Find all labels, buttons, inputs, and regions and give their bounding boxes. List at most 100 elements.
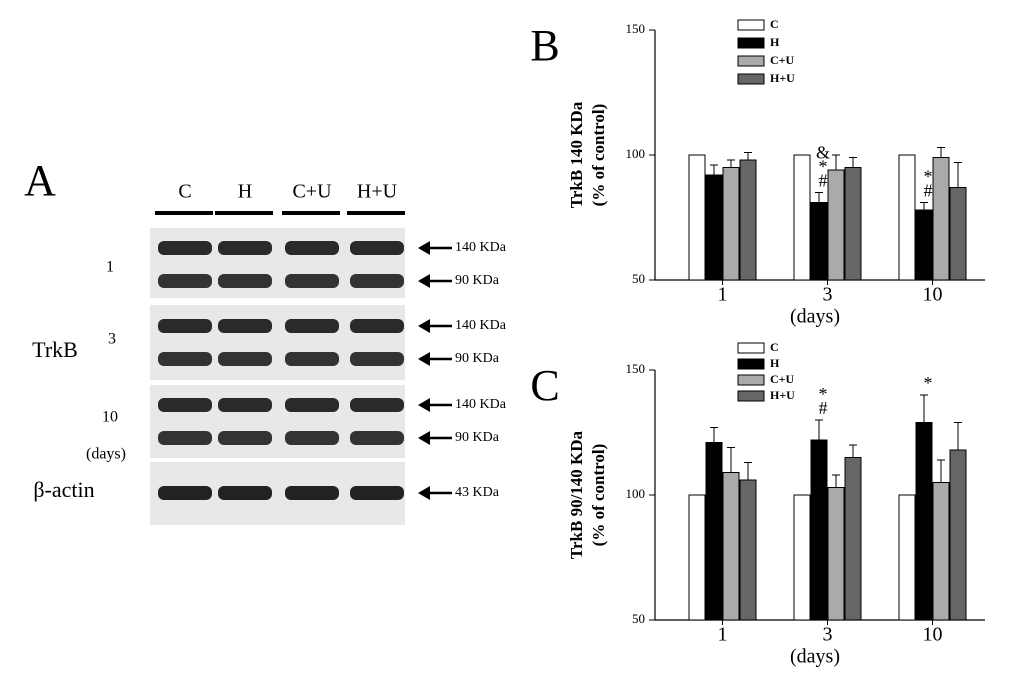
x-axis-label: (days) bbox=[790, 646, 840, 668]
blot-band bbox=[285, 274, 339, 288]
arrow-head bbox=[418, 431, 430, 445]
legend-swatch bbox=[737, 73, 765, 85]
arrow-head bbox=[418, 352, 430, 366]
blot-band bbox=[285, 431, 339, 445]
blot-band bbox=[218, 352, 272, 366]
lane-label: C+U bbox=[292, 181, 332, 203]
blot-strip bbox=[150, 305, 405, 380]
legend-label: C+U bbox=[770, 372, 795, 386]
blot-band bbox=[285, 398, 339, 412]
y-tick-label: 150 bbox=[626, 361, 646, 376]
marker-label: 43 KDa bbox=[455, 485, 500, 500]
arrow-head bbox=[418, 319, 430, 333]
blot-band bbox=[158, 398, 212, 412]
blot-band bbox=[285, 352, 339, 366]
marker-label: 90 KDa bbox=[455, 351, 500, 366]
legend-label: H+U bbox=[770, 71, 795, 85]
legend-label: H+U bbox=[770, 388, 795, 402]
bar bbox=[810, 439, 828, 621]
blot-band bbox=[285, 241, 339, 255]
blot-band bbox=[350, 241, 404, 255]
annotation: # bbox=[819, 398, 828, 418]
blot-band bbox=[158, 486, 212, 500]
blot-band bbox=[218, 274, 272, 288]
blot-band bbox=[218, 319, 272, 333]
blot-band bbox=[218, 431, 272, 445]
control-label: β-actin bbox=[33, 477, 94, 502]
bar bbox=[932, 482, 950, 621]
y-axis-label: (% of control) bbox=[589, 444, 608, 547]
bar bbox=[705, 442, 723, 621]
annotation: # bbox=[924, 181, 933, 201]
x-tick-label: 1 bbox=[718, 284, 728, 306]
annotation: & bbox=[816, 143, 830, 163]
marker-label: 90 KDa bbox=[455, 430, 500, 445]
blot-band bbox=[158, 431, 212, 445]
blot-strip bbox=[150, 385, 405, 458]
legend-swatch bbox=[737, 342, 765, 354]
legend-label: H bbox=[770, 35, 780, 49]
bar bbox=[793, 154, 811, 281]
legend-swatch bbox=[737, 37, 765, 49]
bar bbox=[949, 449, 967, 621]
annotation: * bbox=[924, 167, 933, 187]
bar bbox=[739, 159, 757, 281]
x-axis-label: (days) bbox=[790, 306, 840, 328]
arrow-head bbox=[418, 486, 430, 500]
bar bbox=[844, 457, 862, 621]
panel-letter: A bbox=[24, 156, 56, 205]
bar bbox=[844, 167, 862, 281]
bar bbox=[688, 494, 706, 621]
annotation: # bbox=[819, 171, 828, 191]
bar bbox=[915, 422, 933, 621]
blot-band bbox=[218, 398, 272, 412]
x-tick-label: 10 bbox=[923, 624, 943, 646]
bar bbox=[915, 209, 933, 281]
bar bbox=[898, 494, 916, 621]
group-label: 3 bbox=[108, 331, 116, 348]
bar bbox=[827, 487, 845, 621]
legend-swatch bbox=[737, 374, 765, 386]
lane-label: H bbox=[238, 181, 252, 203]
x-tick-label: 3 bbox=[823, 284, 833, 306]
blot-band bbox=[350, 486, 404, 500]
annotation: * bbox=[819, 157, 828, 177]
arrow-head bbox=[418, 274, 430, 288]
blot-band bbox=[218, 241, 272, 255]
blot-band bbox=[158, 241, 212, 255]
x-tick-label: 10 bbox=[923, 284, 943, 306]
y-axis-label: TrkB 90/140 KDa bbox=[567, 430, 586, 559]
bar bbox=[949, 187, 967, 281]
blot-band bbox=[350, 319, 404, 333]
legend-swatch bbox=[737, 19, 765, 31]
marker-label: 90 KDa bbox=[455, 273, 500, 288]
group-label: 10 bbox=[102, 409, 118, 426]
bar bbox=[722, 472, 740, 621]
x-tick-label: 1 bbox=[718, 624, 728, 646]
panel-letter: C bbox=[530, 361, 559, 410]
blot-band bbox=[158, 319, 212, 333]
y-axis-label: TrkB 140 KDa bbox=[567, 101, 586, 208]
arrow-head bbox=[418, 398, 430, 412]
y-tick-label: 100 bbox=[626, 486, 646, 501]
y-tick-label: 50 bbox=[632, 611, 645, 626]
arrow-head bbox=[418, 241, 430, 255]
blot-band bbox=[285, 319, 339, 333]
bar bbox=[688, 154, 706, 281]
y-tick-label: 100 bbox=[626, 146, 646, 161]
blot-band bbox=[285, 486, 339, 500]
annotation: * bbox=[924, 373, 933, 393]
protein-label: TrkB bbox=[32, 337, 78, 362]
bar bbox=[705, 174, 723, 281]
days-label: (days) bbox=[86, 446, 126, 463]
blot-band bbox=[158, 274, 212, 288]
bar bbox=[827, 169, 845, 281]
y-tick-label: 150 bbox=[626, 21, 646, 36]
legend-label: H bbox=[770, 356, 780, 370]
legend-swatch bbox=[737, 55, 765, 67]
lane-label: C bbox=[178, 181, 191, 203]
marker-label: 140 KDa bbox=[455, 318, 507, 333]
blot-band bbox=[350, 398, 404, 412]
marker-label: 140 KDa bbox=[455, 240, 507, 255]
